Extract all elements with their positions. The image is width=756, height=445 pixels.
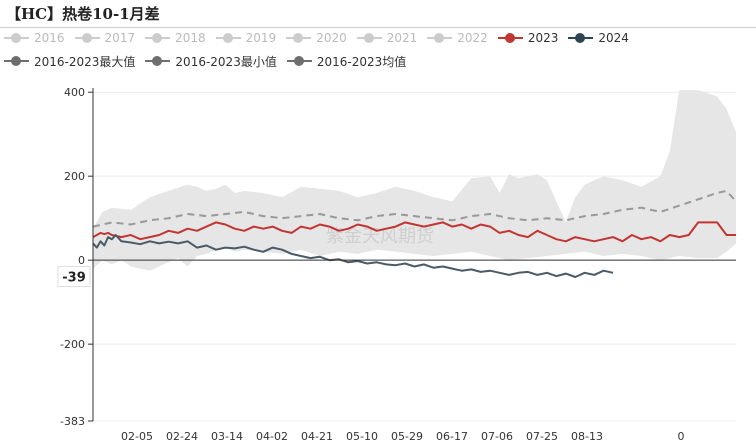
legend-label: 2017: [104, 31, 136, 45]
watermark-layer: 紫金天风期货: [326, 226, 434, 247]
legend-marker-icon: [286, 54, 312, 68]
x-tick-label: 05-29: [391, 430, 423, 443]
legend-item-2016[interactable]: 2016: [4, 28, 65, 48]
legend-item-2019[interactable]: 2019: [215, 28, 277, 48]
x-tick-label: 07-25: [526, 430, 558, 443]
legend-item-2024[interactable]: 2024: [568, 28, 629, 48]
legend-label: 2023: [527, 31, 559, 45]
axes: 400 200 0 -200 -383 02-05 02-24 03-14 04-02 04-21…: [60, 86, 736, 444]
x-tick-label: 02-24: [166, 430, 198, 443]
x-tick-label: 03-14: [211, 430, 243, 443]
y-tick-label: -200: [60, 338, 85, 351]
legend-marker-icon: [4, 54, 29, 68]
min-max-band: [93, 90, 736, 271]
x-tick-label: 08-13: [571, 430, 603, 443]
y-tick-label: 200: [64, 170, 85, 183]
legend-label: 2019: [245, 31, 277, 45]
legend-label: 2022: [457, 31, 488, 45]
legend-label: 2016-2023最小值: [175, 54, 277, 69]
x-tick-label: 04-21: [301, 430, 333, 443]
y-cursor-label-box: [57, 266, 91, 288]
title-divider: [0, 27, 756, 28]
legend-item-2016-2023最小值[interactable]: 2016-2023最小值: [145, 51, 277, 71]
x-tick-label: 02-05: [121, 430, 153, 443]
y-tick-label: 0: [78, 254, 85, 267]
legend-marker-icon: [497, 31, 523, 45]
legend-label: 2016-2023最大值: [34, 54, 136, 69]
legend-item-2021[interactable]: 2021: [356, 28, 418, 48]
series-line-2016-2023均值: [92, 189, 737, 228]
legend-label: 2020: [316, 31, 347, 45]
legend-label: 2016-2023均值: [316, 54, 407, 69]
legend-item-2016-2023最大值[interactable]: 2016-2023最大值: [4, 51, 135, 71]
max-min-range-area: [93, 90, 736, 271]
legend-marker-icon: [74, 31, 100, 45]
legend-marker-icon: [568, 31, 594, 45]
legend-item-2023[interactable]: 2023: [497, 28, 559, 48]
watermark: 紫金天风期货: [326, 226, 434, 247]
legend-marker-icon: [427, 31, 453, 45]
y-tick-label: 400: [64, 86, 85, 99]
legend-item-2022[interactable]: 2022: [427, 28, 488, 48]
legend-marker-icon: [356, 31, 382, 45]
y-cursor-label: -39: [62, 271, 86, 286]
crosshair-labels: -39: [57, 266, 675, 444]
legend-item-2016-2023均值[interactable]: 2016-2023均值: [286, 51, 407, 71]
legend-marker-icon: [286, 31, 312, 45]
legend-marker-icon: [145, 31, 171, 45]
legend-item-2017[interactable]: 2017: [74, 28, 136, 48]
x-tick-label: 05-10: [346, 430, 378, 443]
legend-marker-icon: [215, 31, 241, 45]
x-cursor-label-box: [627, 425, 675, 444]
legend-label: 2016: [34, 31, 65, 45]
page-title: 【HC】热卷10-1月差: [6, 5, 160, 23]
x-tick-label: 0: [678, 430, 685, 443]
legend-label: 2018: [175, 31, 206, 45]
legend-item-2020[interactable]: 2020: [286, 28, 347, 48]
x-tick-label: 04-02: [256, 430, 288, 443]
series-line-2023: [92, 221, 736, 243]
legend-marker-icon: [145, 54, 171, 68]
legend-label: 2021: [386, 31, 418, 45]
x-tick-label: 07-06: [481, 430, 513, 443]
legend-marker-icon: [4, 31, 29, 45]
legend-item-2018[interactable]: 2018: [145, 28, 206, 48]
legend-label: 2024: [598, 31, 629, 45]
x-tick-label: 06-17: [436, 430, 468, 443]
y-tick-label: -383: [60, 415, 85, 428]
chart-legend: 2016 2017 2018 2019 2020 2021 2022 2023 2024 2016…: [4, 28, 756, 71]
